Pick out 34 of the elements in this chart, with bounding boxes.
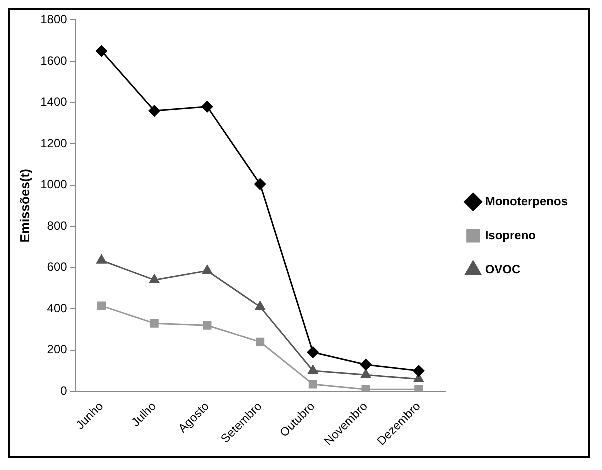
y-tick-label: 800 <box>47 218 68 233</box>
y-tick-label: 200 <box>47 342 68 357</box>
point <box>307 346 319 358</box>
point <box>414 385 424 392</box>
point <box>96 45 108 57</box>
y-tick-label: 400 <box>47 301 68 316</box>
y-tick-label: 1400 <box>40 95 68 110</box>
point <box>150 274 160 284</box>
y-tick-label: 1800 <box>40 12 68 27</box>
y-tick-label: 1600 <box>40 54 68 68</box>
point <box>96 254 107 264</box>
point <box>148 105 160 117</box>
y-tick-label: 0 <box>60 384 68 398</box>
point <box>255 301 266 310</box>
point <box>308 380 318 389</box>
y-tick-label: 1200 <box>40 136 68 150</box>
y-tick-label: 600 <box>47 260 68 274</box>
point <box>362 385 370 392</box>
point <box>308 365 318 374</box>
point <box>202 101 214 113</box>
point <box>97 302 106 310</box>
y-tick-label: 1000 <box>40 178 68 192</box>
point <box>202 265 213 274</box>
point <box>254 178 266 190</box>
point <box>413 365 425 377</box>
point <box>150 319 159 328</box>
point <box>360 359 372 371</box>
legend-label: Isopreno <box>485 228 536 242</box>
y-axis-title: Emissões(t) <box>17 169 32 243</box>
legend-label: Monoterpenos <box>485 194 568 208</box>
point <box>256 338 265 346</box>
legend-label: OVOC <box>485 262 522 276</box>
point <box>360 369 372 378</box>
point <box>203 321 212 330</box>
